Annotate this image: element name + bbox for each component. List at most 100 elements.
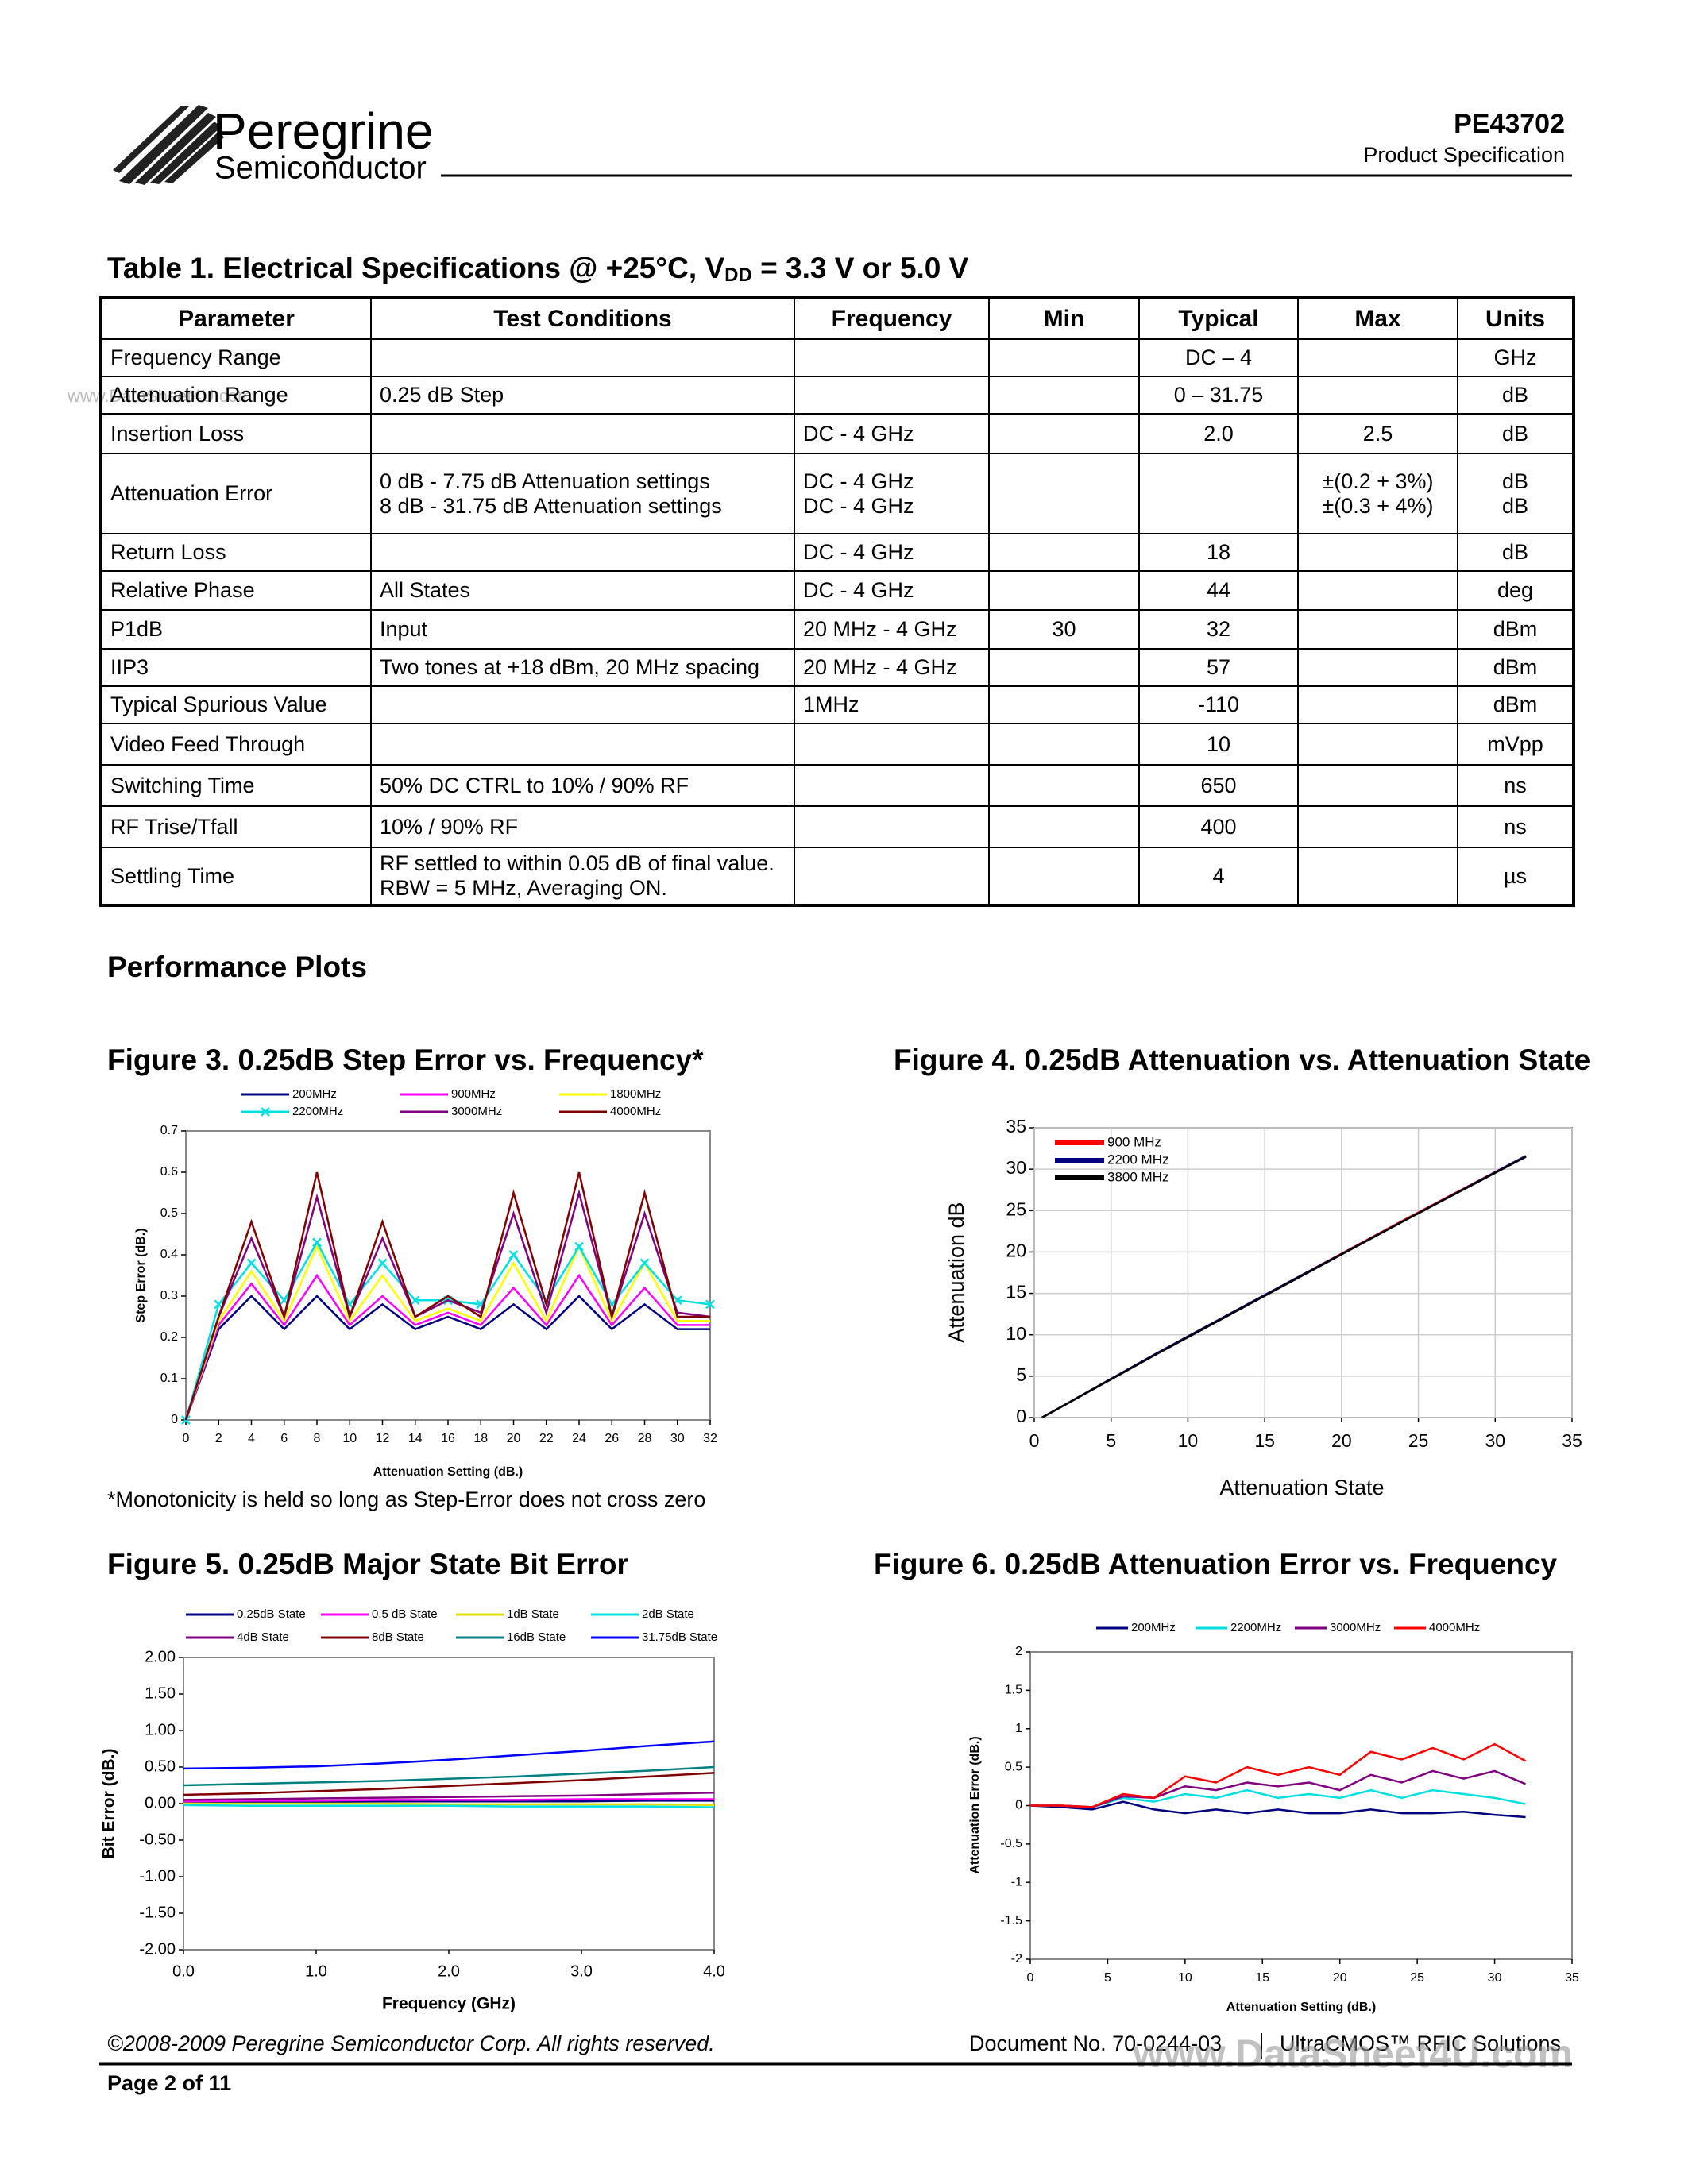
- table-cell: dB dB: [1457, 453, 1574, 534]
- y-axis-label: Attenuation dB: [944, 1202, 968, 1342]
- legend-label: 3800 MHz: [1107, 1169, 1168, 1184]
- x-tick-label: 18: [473, 1432, 488, 1445]
- y-axis-label: Bit Error (dB.): [100, 1749, 118, 1859]
- y-tick-label: 0: [1016, 1406, 1026, 1426]
- table-cell: [988, 648, 1140, 687]
- table-title-sub: DD: [724, 264, 752, 286]
- table-cell: dB: [1457, 533, 1574, 572]
- table-cell: [988, 533, 1140, 572]
- table-row: Return Loss DC - 4 GHz 18 dB: [100, 533, 1574, 572]
- column-header: Max: [1297, 297, 1458, 340]
- logo-mark: [113, 105, 224, 185]
- column-header: Frequency: [794, 297, 990, 340]
- series-line: [1029, 1800, 1526, 1819]
- y-tick-label: 0.2: [160, 1330, 178, 1344]
- series-line: [183, 1791, 715, 1801]
- series-line: [184, 1295, 710, 1421]
- plot-area: [1029, 1651, 1573, 1960]
- y-tick-label: 2: [1015, 1645, 1022, 1658]
- x-tick-label: 0.0: [172, 1962, 195, 1980]
- table-cell: mVpp: [1457, 723, 1574, 766]
- table-cell: RF settled to within 0.05 dB of final va…: [370, 847, 795, 906]
- table-cell: [988, 847, 1140, 906]
- chart-title: Figure 4. 0.25dB Attenuation vs. Attenua…: [894, 1044, 1590, 1076]
- table-cell: [1297, 648, 1458, 687]
- chart-title: Figure 6. 0.25dB Attenuation Error vs. F…: [874, 1548, 1558, 1580]
- y-tick-label: 25: [1006, 1198, 1026, 1219]
- x-tick-label: 10: [1178, 1971, 1192, 1985]
- legend-label: 1dB State: [507, 1607, 559, 1621]
- table-cell: ±(0.2 + 3%) ±(0.3 + 4%): [1297, 453, 1458, 534]
- table-cell: 10% / 90% RF: [370, 805, 795, 848]
- y-tick-label: 20: [1006, 1241, 1026, 1261]
- company-division: Semiconductor: [214, 151, 427, 186]
- table-cell: [988, 413, 1140, 454]
- x-tick-label: 28: [638, 1432, 652, 1445]
- x-tick-label: 0: [183, 1432, 190, 1445]
- table-cell: All States: [370, 570, 795, 611]
- chart-title: Figure 3. 0.25dB Step Error vs. Frequenc…: [107, 1044, 704, 1076]
- table-cell: [370, 413, 795, 454]
- table-cell: [1297, 338, 1458, 377]
- table-row: IIP3 Two tones at +18 dBm, 20 MHz spacing…: [100, 648, 1574, 687]
- table-cell: 44: [1138, 570, 1299, 611]
- table-cell: 20 MHz - 4 GHz: [794, 648, 990, 687]
- table-header-row: Parameter Test Conditions Frequency Min Typi…: [100, 297, 1574, 340]
- series-line: [184, 1244, 710, 1421]
- table-cell: 10: [1138, 723, 1299, 766]
- table-cell: [988, 570, 1140, 611]
- watermark: www.DataSheet4U.com: [1132, 2032, 1573, 2076]
- x-axis-label: Attenuation State: [1219, 1476, 1384, 1499]
- series-line: [184, 1273, 710, 1421]
- table-cell: [794, 847, 990, 906]
- table-cell: [1297, 376, 1458, 415]
- table-row: Attenuation Range 0.25 dB Step 0 – 31.75 dB: [100, 376, 1574, 415]
- table-cell: [370, 533, 795, 572]
- legend-label: 200MHz: [292, 1087, 337, 1101]
- x-tick-label: 4: [248, 1432, 255, 1445]
- table-cell: 650: [1138, 764, 1299, 807]
- legend-label: 0.5 dB State: [372, 1607, 438, 1621]
- y-tick-label: -1.50: [139, 1904, 176, 1921]
- table-row: P1dB Input 20 MHz - 4 GHz 30 32 dBm: [100, 609, 1574, 650]
- table-cell: [1297, 533, 1458, 572]
- table-cell: [370, 723, 795, 766]
- x-tick-label: 0: [1027, 1971, 1034, 1985]
- table-cell: [1297, 723, 1458, 766]
- series-line: [183, 1804, 715, 1808]
- table-cell: 50% DC CTRL to 10% / 90% RF: [370, 764, 795, 807]
- table-cell: [1297, 805, 1458, 848]
- table-cell: 4: [1138, 847, 1299, 906]
- y-tick-label: -1.5: [1000, 1914, 1022, 1927]
- table-cell: DC - 4 GHz: [794, 570, 990, 611]
- x-tick-label: 24: [572, 1432, 586, 1445]
- legend-label: 31.75dB State: [642, 1630, 717, 1644]
- table-row: Typical Spurious Value 1MHz -110 dBm: [100, 685, 1574, 724]
- legend-label: 200MHz: [1131, 1621, 1176, 1634]
- x-tick-label: 30: [1485, 1430, 1505, 1451]
- page-number: Page 2 of 11: [107, 2071, 231, 2095]
- table-cell: [988, 338, 1140, 377]
- y-tick-label: 1: [1015, 1722, 1022, 1735]
- y-tick-label: 35: [1006, 1116, 1026, 1136]
- table-title-end: = 3.3 V or 5.0 V: [752, 252, 969, 284]
- document-number: Document No. 70-0244-03: [969, 2032, 1222, 2055]
- spec-table: Parameter Test Conditions Frequency Min Typi…: [99, 296, 1575, 907]
- point-marker: [312, 1237, 322, 1248]
- table-cell: [794, 805, 990, 848]
- table-cell: [1297, 570, 1458, 611]
- table-cell: Input: [370, 609, 795, 650]
- table-cell: deg: [1457, 570, 1574, 611]
- x-tick-label: 15: [1254, 1430, 1275, 1451]
- table-cell: Switching Time: [100, 764, 372, 807]
- table-cell: DC - 4 GHz: [794, 533, 990, 572]
- x-tick-label: 32: [703, 1432, 717, 1445]
- table-cell: 0.25 dB Step: [370, 376, 795, 415]
- table-cell: -110: [1138, 685, 1299, 724]
- column-header: Test Conditions: [370, 297, 795, 340]
- legend-label: 900MHz: [451, 1087, 496, 1101]
- legend-label: 1800MHz: [610, 1087, 661, 1101]
- series-line: [1030, 1769, 1527, 1808]
